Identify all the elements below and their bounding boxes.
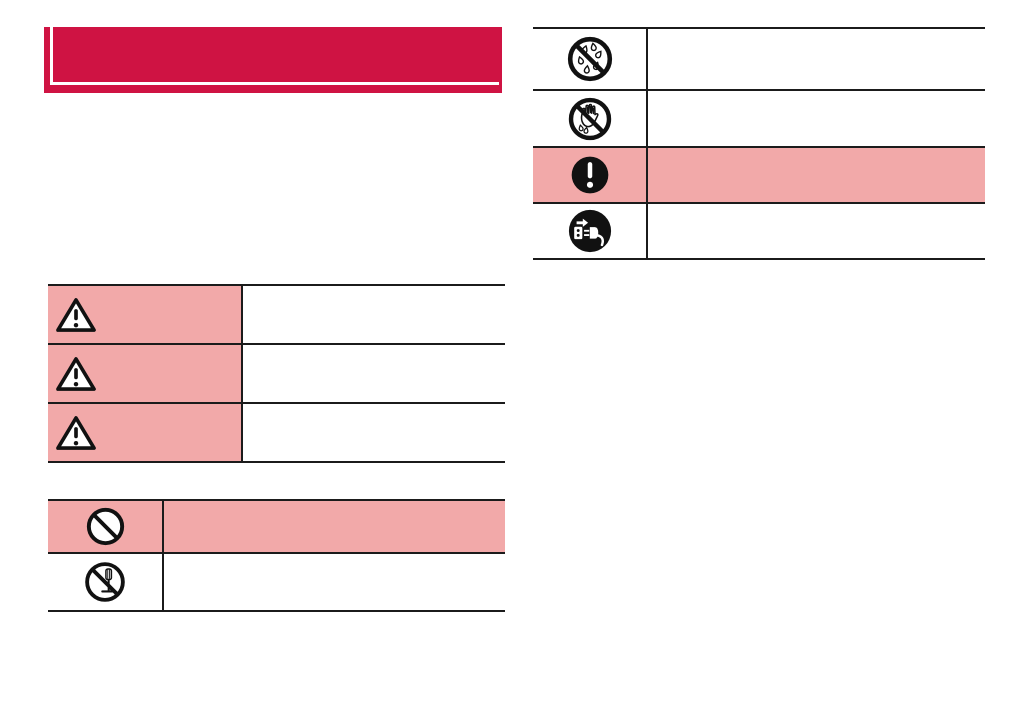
severity-level-cell [48,286,243,343]
banner-inset-line [50,27,499,85]
table-row [48,499,505,552]
prohibition-icon [85,506,126,547]
mandatory-instruction-icon [570,155,610,195]
table-row [533,202,985,258]
symbol-description-cell [164,554,505,610]
severity-description-cell [243,404,505,461]
table-row [48,284,505,343]
table-row [533,89,985,146]
severity-description-cell [243,286,505,343]
table-row [48,402,505,461]
warning-triangle-icon [55,296,97,334]
symbol-description-cell [648,91,985,146]
symbol-cell [533,204,648,258]
symbol-cell [533,148,648,202]
symbol-description-cell [648,148,985,202]
severity-level-cell [48,404,243,461]
warning-triangle-icon [55,414,97,452]
table-row [48,552,505,610]
severity-level-cell [48,345,243,402]
unplug-power-icon [567,208,613,254]
symbol-cell [533,91,648,146]
do-not-disassemble-icon [83,560,127,604]
no-water-icon [566,35,614,83]
table-row [48,343,505,402]
no-wet-hands-icon [567,96,613,142]
symbol-cell [48,554,164,610]
hazard-severity-table [48,284,505,463]
warning-triangle-icon [55,355,97,393]
section-title-banner [44,27,502,93]
symbol-description-cell [648,29,985,89]
table-row [533,27,985,89]
instruction-symbol-table [533,27,985,260]
table-row [533,146,985,202]
prohibition-symbol-table [48,499,505,612]
symbol-cell [533,29,648,89]
symbol-description-cell [648,204,985,258]
severity-description-cell [243,345,505,402]
symbol-cell [48,501,164,552]
symbol-description-cell [164,501,505,552]
